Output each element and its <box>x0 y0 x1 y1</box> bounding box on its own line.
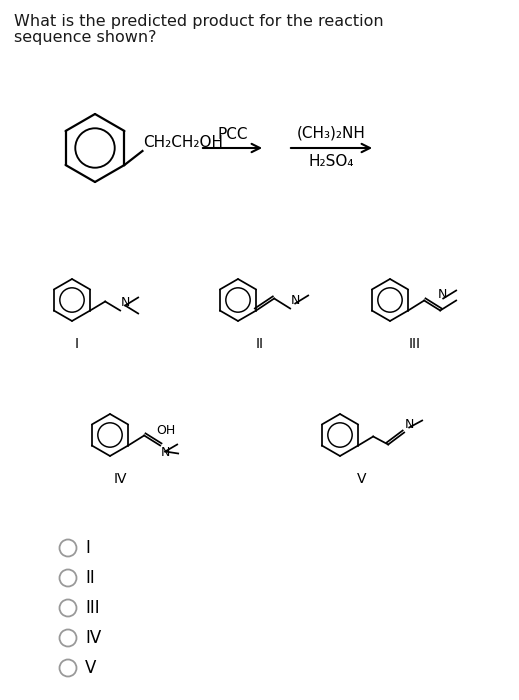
Text: V: V <box>357 472 367 486</box>
Text: (CH₃)₂NH: (CH₃)₂NH <box>297 126 366 141</box>
Text: What is the predicted product for the reaction: What is the predicted product for the re… <box>14 14 384 29</box>
Text: N: N <box>291 295 301 307</box>
Text: H₂SO₄: H₂SO₄ <box>309 154 354 169</box>
Text: N: N <box>161 447 171 459</box>
Text: III: III <box>409 337 421 351</box>
Text: CH₂CH₂OH: CH₂CH₂OH <box>143 135 224 150</box>
Text: sequence shown?: sequence shown? <box>14 30 157 45</box>
Text: N: N <box>405 419 415 431</box>
Text: OH: OH <box>156 424 175 438</box>
Text: I: I <box>85 539 90 557</box>
Text: I: I <box>75 337 79 351</box>
Text: V: V <box>85 659 97 677</box>
Text: II: II <box>85 569 95 587</box>
Text: III: III <box>85 599 100 617</box>
Text: PCC: PCC <box>217 127 248 142</box>
Text: N: N <box>121 297 131 309</box>
Text: N: N <box>438 288 447 302</box>
Text: IV: IV <box>85 629 101 647</box>
Text: II: II <box>256 337 264 351</box>
Text: IV: IV <box>113 472 127 486</box>
